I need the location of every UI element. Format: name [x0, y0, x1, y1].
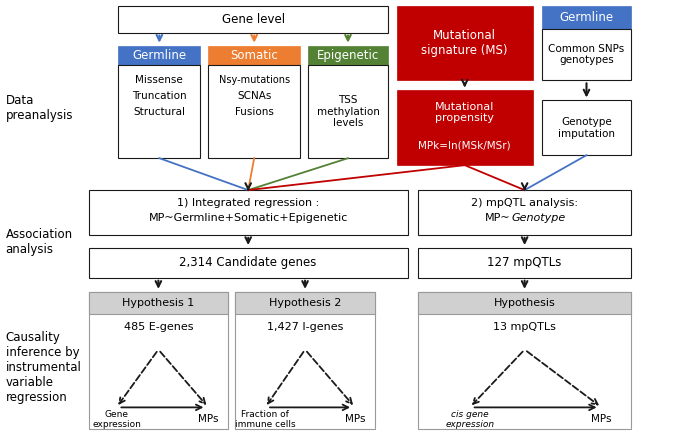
Text: MP~Germline+Somatic+Epigenetic: MP~Germline+Somatic+Epigenetic: [149, 213, 348, 223]
Text: MPs: MPs: [198, 414, 219, 424]
Text: 485 E-genes: 485 E-genes: [124, 322, 193, 332]
Text: Nsy-mutations: Nsy-mutations: [219, 75, 290, 85]
Bar: [88, 190, 408, 235]
Text: Causality
inference by
instrumental
variable
regression: Causality inference by instrumental vari…: [5, 331, 81, 404]
Text: 13 mpQTLs: 13 mpQTLs: [493, 322, 556, 332]
Text: MPs: MPs: [591, 414, 612, 424]
Text: MPs: MPs: [345, 414, 365, 424]
Text: cis gene
expression: cis gene expression: [445, 410, 494, 429]
Text: Genotype
imputation: Genotype imputation: [558, 117, 615, 139]
Text: Gene level: Gene level: [221, 13, 285, 26]
Text: TSS
methylation
levels: TSS methylation levels: [316, 95, 380, 129]
Text: Fraction of
immune cells: Fraction of immune cells: [235, 410, 295, 429]
Text: Hypothesis 2: Hypothesis 2: [269, 298, 342, 308]
Bar: [235, 292, 375, 313]
Text: 2,314 Candidate genes: 2,314 Candidate genes: [179, 256, 317, 269]
Bar: [208, 45, 300, 65]
Text: Germline: Germline: [559, 11, 614, 24]
Text: Epigenetic: Epigenetic: [317, 49, 379, 62]
Text: Fusions: Fusions: [235, 107, 274, 117]
Text: Genotype: Genotype: [512, 213, 566, 223]
Text: 127 mpQTLs: 127 mpQTLs: [488, 256, 562, 269]
Text: Association
analysis: Association analysis: [5, 228, 73, 256]
Bar: [418, 190, 631, 235]
Text: Data
preanalysis: Data preanalysis: [5, 94, 73, 123]
Bar: [397, 6, 532, 81]
Bar: [308, 65, 388, 158]
Bar: [118, 45, 200, 65]
Text: 2) mpQTL analysis:: 2) mpQTL analysis:: [471, 198, 578, 208]
Text: Truncation: Truncation: [132, 91, 187, 101]
Text: Mutational
propensity: Mutational propensity: [435, 101, 494, 123]
Text: MP~: MP~: [485, 213, 511, 223]
Bar: [118, 6, 388, 32]
Text: 1) Integrated regression :: 1) Integrated regression :: [177, 198, 319, 208]
Bar: [118, 65, 200, 158]
Text: 1,427 I-genes: 1,427 I-genes: [267, 322, 344, 332]
Bar: [418, 248, 631, 278]
Bar: [88, 248, 408, 278]
Text: MPk=ln(MSk/MSr): MPk=ln(MSk/MSr): [418, 140, 511, 150]
Bar: [397, 90, 532, 165]
Bar: [418, 292, 631, 313]
Bar: [88, 292, 228, 313]
Text: Hypothesis 1: Hypothesis 1: [122, 298, 194, 308]
Text: Missense: Missense: [136, 75, 183, 85]
Bar: [208, 65, 300, 158]
Bar: [418, 292, 631, 429]
Bar: [88, 292, 228, 429]
Text: Somatic: Somatic: [230, 49, 278, 62]
Text: Common SNPs
genotypes: Common SNPs genotypes: [549, 44, 625, 65]
Text: Hypothesis: Hypothesis: [494, 298, 555, 308]
Bar: [308, 45, 388, 65]
Text: Mutational
signature (MS): Mutational signature (MS): [422, 29, 508, 57]
Text: SCNAs: SCNAs: [237, 91, 272, 101]
Text: Gene
expression: Gene expression: [92, 410, 141, 429]
Bar: [542, 6, 631, 29]
Text: Germline: Germline: [132, 49, 187, 62]
Bar: [235, 292, 375, 429]
Bar: [542, 100, 631, 155]
Bar: [542, 29, 631, 81]
Text: Structural: Structural: [133, 107, 185, 117]
